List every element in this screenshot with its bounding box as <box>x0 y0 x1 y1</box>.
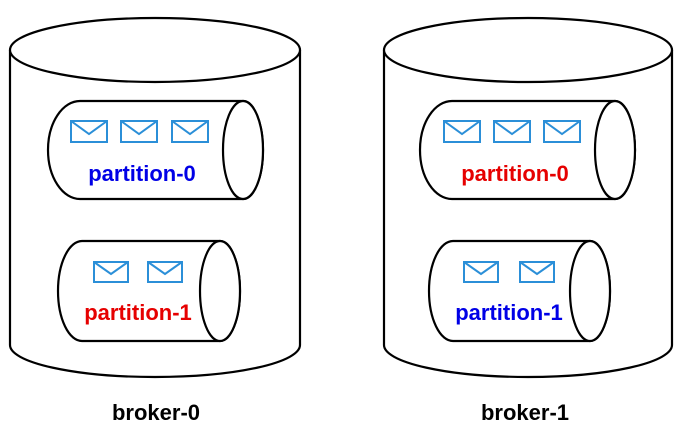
partition-label: partition-1 <box>455 300 563 325</box>
envelope-icon <box>443 120 481 143</box>
broker-0-partition-1: partition-1 <box>56 239 242 343</box>
partition-tube-end <box>221 99 265 201</box>
partition-tube-end <box>593 99 637 201</box>
broker-1-partition-1: partition-1 <box>427 239 612 343</box>
envelope-icon <box>171 120 209 143</box>
broker-label: broker-1 <box>481 400 569 425</box>
partition-label: partition-1 <box>84 300 192 325</box>
partition-tube-end <box>568 239 612 343</box>
partition-tube-end <box>198 239 242 343</box>
partition-label: partition-0 <box>88 161 196 186</box>
broker-1-top <box>382 16 674 84</box>
envelope-icon <box>493 120 531 143</box>
broker-1-partition-0: partition-0 <box>418 99 637 201</box>
partition-label: partition-0 <box>461 161 569 186</box>
envelope-icon <box>93 261 129 283</box>
envelope-icon <box>543 120 581 143</box>
envelope-icon <box>70 120 108 143</box>
broker-1-cylinder: partition-0 partition-1 broker-1 <box>382 16 674 425</box>
envelope-icon <box>120 120 158 143</box>
broker-label: broker-0 <box>112 400 200 425</box>
broker-0-cylinder: partition-0 partition-1 broker-0 <box>8 16 302 425</box>
envelope-icon <box>519 261 555 283</box>
envelope-icon <box>463 261 499 283</box>
broker-0-partition-0: partition-0 <box>46 99 265 201</box>
broker-0-top <box>8 16 302 84</box>
envelope-icon <box>147 261 183 283</box>
